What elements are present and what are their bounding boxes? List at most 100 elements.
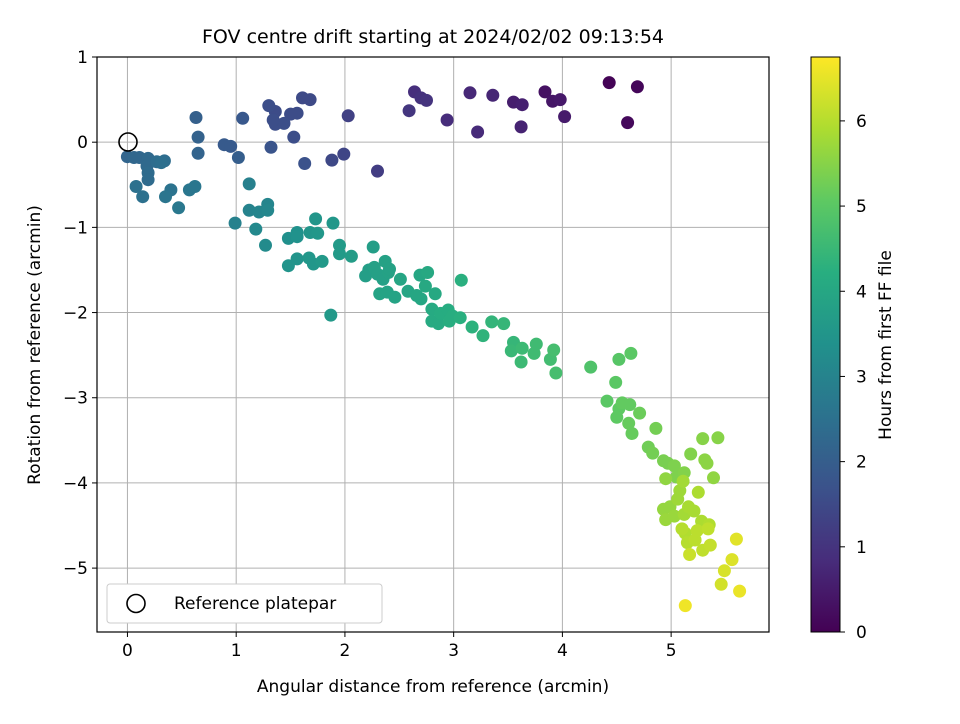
data-point	[290, 252, 304, 266]
data-point	[609, 375, 623, 389]
data-point	[277, 116, 291, 130]
data-point	[683, 548, 697, 561]
data-point	[667, 509, 681, 523]
data-point	[281, 259, 295, 273]
y-tick-label: −1	[63, 218, 88, 238]
data-point	[729, 532, 743, 546]
data-point	[191, 146, 205, 160]
data-point	[309, 212, 323, 226]
data-point	[266, 113, 280, 127]
data-point	[242, 177, 256, 191]
y-tick-label: 0	[77, 133, 88, 153]
colorbar-tick-label: 0	[856, 623, 867, 643]
y-tick-label: −2	[63, 304, 88, 324]
data-point	[311, 226, 325, 240]
x-tick-label: 4	[557, 641, 568, 661]
data-points	[120, 76, 747, 613]
data-point	[622, 416, 636, 430]
colorbar-ticks: 0 1 2 3 4 5 6	[840, 112, 867, 643]
data-point	[454, 273, 468, 287]
data-point	[259, 238, 272, 252]
data-point	[383, 262, 396, 276]
legend-box	[106, 583, 383, 624]
legend: Reference platepar	[106, 583, 383, 624]
data-point	[428, 287, 442, 301]
data-point	[547, 343, 561, 357]
data-point	[497, 317, 511, 331]
data-point	[630, 80, 644, 94]
data-point	[623, 398, 637, 412]
data-point	[287, 130, 301, 144]
data-point	[612, 352, 626, 366]
colorbar-tick-label: 5	[856, 197, 867, 217]
data-point	[553, 93, 567, 107]
data-point	[602, 76, 616, 90]
x-tick-label: 0	[122, 641, 133, 661]
data-point	[514, 355, 528, 369]
x-tick-label: 2	[340, 641, 351, 661]
data-point	[393, 272, 407, 286]
data-point	[476, 329, 490, 343]
data-point	[325, 153, 339, 167]
x-tick-label: 5	[666, 641, 677, 661]
data-point	[733, 584, 747, 598]
data-point	[504, 344, 518, 358]
data-point	[402, 104, 416, 118]
data-point	[290, 230, 304, 244]
data-point	[418, 279, 432, 293]
data-point	[485, 315, 499, 329]
data-point	[675, 522, 689, 536]
y-axis-label: Rotation from reference (arcmin)	[25, 205, 45, 485]
data-point	[676, 474, 690, 488]
data-point	[463, 86, 477, 100]
y-tick-label: 1	[77, 48, 88, 68]
data-point	[159, 190, 172, 204]
data-point	[633, 406, 647, 420]
data-point	[231, 151, 245, 164]
x-axis-label: Angular distance from reference (arcmin)	[257, 677, 609, 697]
colorbar-tick-label: 4	[856, 282, 867, 302]
x-tick-label: 3	[448, 641, 459, 661]
data-point	[690, 524, 704, 538]
data-point	[414, 292, 428, 306]
data-point	[667, 459, 681, 473]
data-point	[558, 110, 572, 124]
data-point	[261, 203, 275, 217]
data-point	[344, 249, 358, 263]
data-point	[242, 203, 256, 217]
data-point	[129, 180, 143, 193]
data-point	[625, 427, 639, 440]
data-point	[659, 472, 673, 486]
data-point	[515, 98, 529, 112]
data-point	[188, 180, 202, 193]
data-point	[687, 504, 701, 518]
colorbar-tick-label: 2	[856, 453, 867, 473]
colorbar: 0 1 2 3 4 5 6 Hours from first FF file	[810, 56, 896, 643]
data-point	[191, 130, 205, 144]
reference-marker	[118, 132, 138, 152]
data-point	[141, 173, 155, 187]
chart-title: FOV centre drift starting at 2024/02/02 …	[202, 26, 664, 48]
data-point	[337, 147, 351, 161]
data-point	[264, 140, 278, 154]
data-point	[326, 216, 340, 230]
data-point	[486, 88, 500, 102]
data-point	[359, 269, 373, 283]
plot-frame	[96, 56, 770, 633]
data-point	[421, 266, 435, 279]
data-point	[224, 139, 238, 153]
data-point	[298, 157, 312, 170]
data-point	[324, 308, 338, 322]
data-point	[717, 564, 731, 578]
data-point	[431, 317, 445, 331]
data-point	[703, 538, 717, 552]
data-point	[725, 553, 739, 567]
data-point	[388, 290, 402, 304]
data-point	[700, 456, 714, 470]
data-point	[453, 311, 467, 325]
data-point	[471, 125, 485, 139]
data-point	[371, 164, 384, 178]
data-point	[296, 91, 309, 105]
data-point	[315, 254, 329, 268]
data-point	[262, 99, 276, 113]
